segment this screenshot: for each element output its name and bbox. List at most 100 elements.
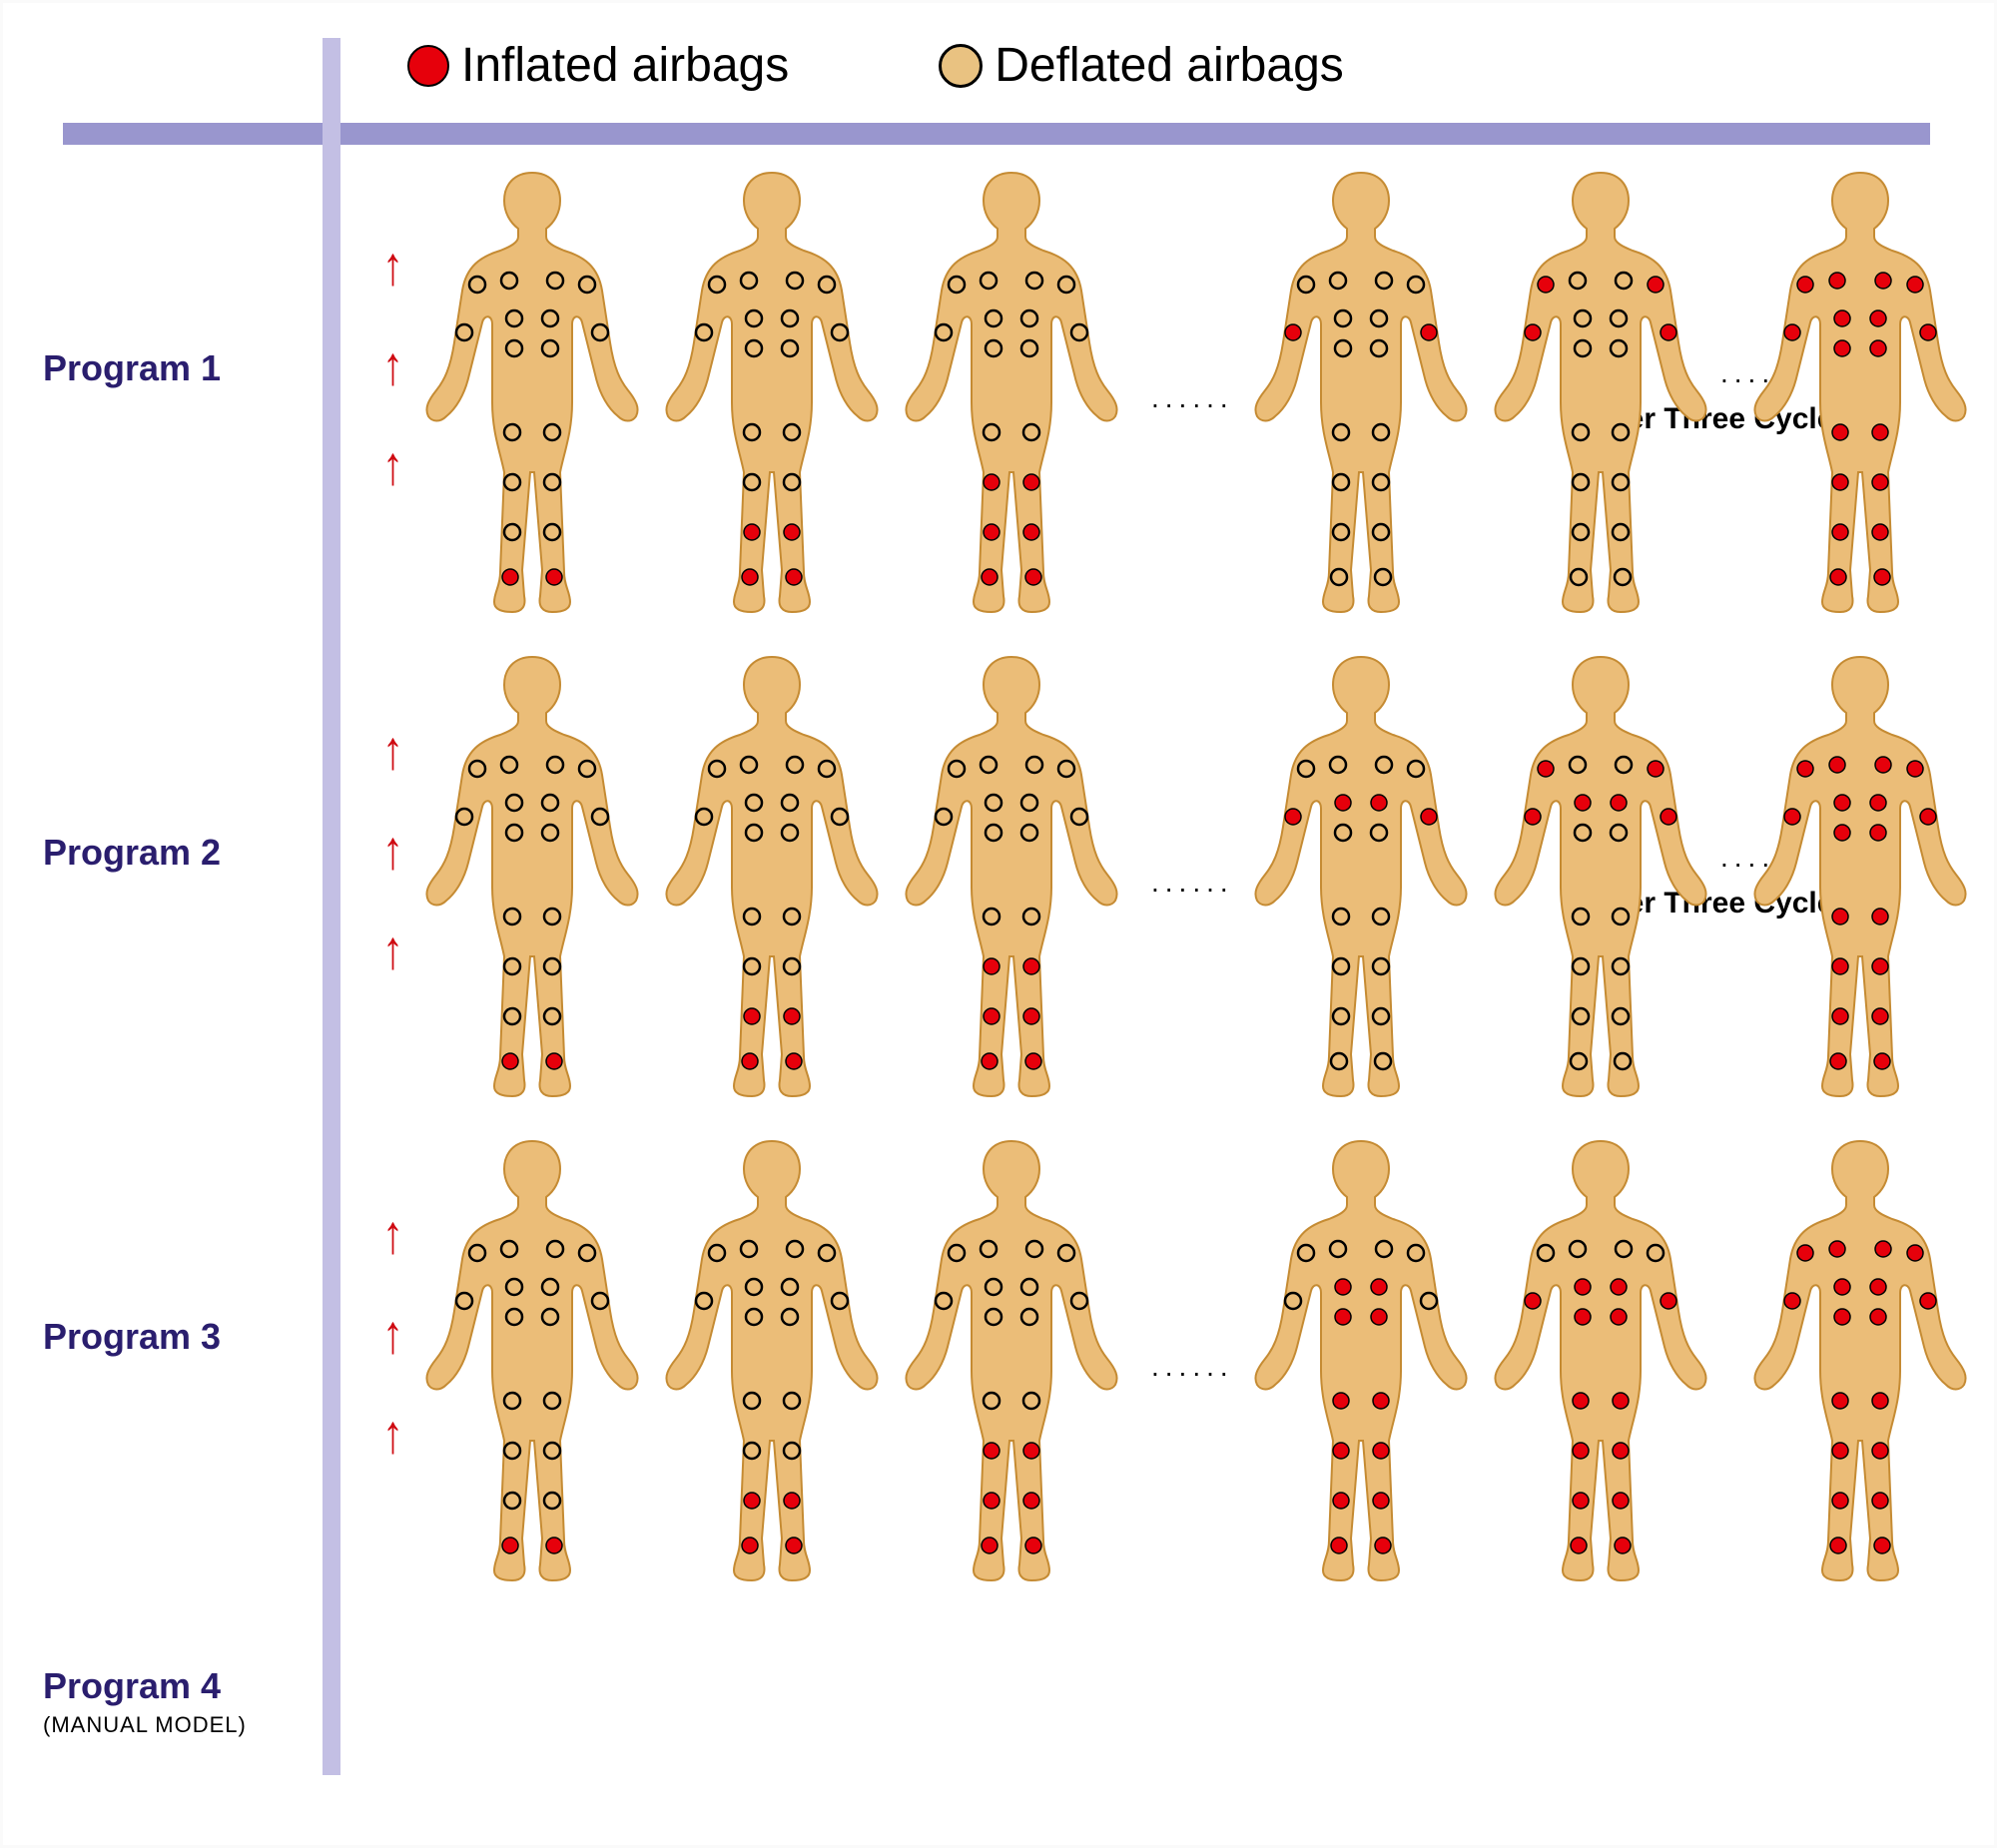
airbag-inflated-icon <box>546 1538 562 1553</box>
body-figure <box>902 657 1121 1096</box>
airbag-inflated-icon <box>1797 761 1813 777</box>
body-figure <box>1750 657 1970 1096</box>
airbag-inflated-icon <box>1830 1053 1846 1069</box>
airbag-inflated-icon <box>1648 277 1664 293</box>
airbag-inflated-icon <box>1575 1309 1591 1325</box>
airbag-inflated-icon <box>1573 1493 1589 1509</box>
airbag-inflated-icon <box>1832 524 1848 540</box>
legend-deflated-label: Deflated airbags <box>995 38 1344 93</box>
airbag-inflated-icon <box>1797 1245 1813 1261</box>
airbag-inflated-icon <box>1661 809 1676 825</box>
program-label: Program 2 <box>43 832 221 874</box>
airbag-inflated-icon <box>1025 1538 1041 1553</box>
airbag-inflated-icon <box>1335 795 1351 811</box>
airbag-inflated-icon <box>1375 1538 1391 1553</box>
ellipsis-label: ...... <box>1151 382 1234 414</box>
airbag-inflated-icon <box>1875 1241 1891 1257</box>
airbag-inflated-icon <box>1832 958 1848 974</box>
airbag-inflated-icon <box>1829 1241 1845 1257</box>
airbag-inflated-icon <box>1834 340 1850 356</box>
airbag-inflated-icon <box>1907 1245 1923 1261</box>
up-arrow-icon: ↑ <box>382 720 403 782</box>
program-label: Program 1 <box>43 347 221 389</box>
airbag-inflated-icon <box>1832 474 1848 490</box>
airbag-inflated-icon <box>1525 324 1541 340</box>
airbag-inflated-icon <box>1333 1393 1349 1409</box>
airbag-inflated-icon <box>1870 1309 1886 1325</box>
legend-inflated-label: Inflated airbags <box>461 38 789 93</box>
airbag-inflated-icon <box>1829 273 1845 289</box>
airbag-inflated-icon <box>742 569 758 585</box>
airbag-inflated-icon <box>1872 1493 1888 1509</box>
airbag-inflated-icon <box>1371 1279 1387 1295</box>
airbag-inflated-icon <box>1648 761 1664 777</box>
airbag-inflated-icon <box>1331 1538 1347 1553</box>
airbag-inflated-icon <box>982 569 998 585</box>
airbag-inflated-icon <box>1025 569 1041 585</box>
airbag-inflated-icon <box>1611 1309 1627 1325</box>
airbag-inflated-icon <box>744 1008 760 1024</box>
airbag-inflated-icon <box>1335 1279 1351 1295</box>
airbag-inflated-icon <box>1907 761 1923 777</box>
airbag-inflated-icon <box>984 1493 999 1509</box>
airbag-inflated-icon <box>1373 1393 1389 1409</box>
airbag-inflated-icon <box>1872 958 1888 974</box>
body-figure <box>662 657 882 1096</box>
airbag-inflated-icon <box>1870 825 1886 841</box>
airbag-inflated-icon <box>1874 1538 1890 1553</box>
airbag-inflated-icon <box>1023 524 1039 540</box>
divider-horizontal <box>63 123 1930 145</box>
airbag-inflated-icon <box>546 569 562 585</box>
airbag-inflated-icon <box>1920 809 1936 825</box>
airbag-inflated-icon <box>1371 795 1387 811</box>
airbag-inflated-icon <box>742 1053 758 1069</box>
airbag-inflated-icon <box>1613 1393 1629 1409</box>
up-arrow-icon: ↑ <box>382 435 403 497</box>
airbag-inflated-icon <box>1538 761 1554 777</box>
airbag-inflated-icon <box>1832 424 1848 440</box>
airbag-inflated-icon <box>1421 809 1437 825</box>
airbag-inflated-icon <box>1832 1393 1848 1409</box>
airbag-inflated-icon <box>1613 1443 1629 1459</box>
airbag-inflated-icon <box>502 569 518 585</box>
airbag-inflated-icon <box>1874 1053 1890 1069</box>
airbag-inflated-icon <box>784 524 800 540</box>
airbag-inflated-icon <box>1023 1493 1039 1509</box>
airbag-inflated-icon <box>1920 1293 1936 1309</box>
airbag-inflated-icon <box>502 1538 518 1553</box>
airbag-inflated-icon <box>1870 310 1886 326</box>
airbag-inflated-icon <box>1571 1538 1587 1553</box>
airbag-inflated-icon <box>744 1493 760 1509</box>
airbag-inflated-icon <box>1834 795 1850 811</box>
airbag-inflated-icon <box>1870 795 1886 811</box>
airbag-inflated-icon <box>786 569 802 585</box>
airbag-inflated-icon <box>1875 757 1891 773</box>
airbag-inflated-icon <box>1830 569 1846 585</box>
airbag-inflated-icon <box>742 1538 758 1553</box>
airbag-inflated-icon <box>1832 1493 1848 1509</box>
airbag-inflated-icon <box>1874 569 1890 585</box>
body-figure <box>1251 173 1471 612</box>
airbag-inflated-icon <box>1832 1443 1848 1459</box>
airbag-inflated-icon <box>1870 1279 1886 1295</box>
ellipsis-label: ...... <box>1151 867 1234 899</box>
legend-inflated: Inflated airbags <box>407 38 789 93</box>
inflated-swatch-icon <box>407 45 449 87</box>
airbag-inflated-icon <box>1872 424 1888 440</box>
airbag-inflated-icon <box>1829 757 1845 773</box>
airbag-inflated-icon <box>1575 795 1591 811</box>
airbag-inflated-icon <box>1285 809 1301 825</box>
airbag-inflated-icon <box>1872 1443 1888 1459</box>
airbag-inflated-icon <box>1023 474 1039 490</box>
airbag-inflated-icon <box>1872 524 1888 540</box>
airbag-inflated-icon <box>1870 340 1886 356</box>
body-figure <box>1251 657 1471 1096</box>
airbag-inflated-icon <box>1907 277 1923 293</box>
airbag-inflated-icon <box>1920 324 1936 340</box>
airbag-inflated-icon <box>984 958 999 974</box>
airbag-inflated-icon <box>1797 277 1813 293</box>
airbag-inflated-icon <box>1023 958 1039 974</box>
airbag-inflated-icon <box>1373 1493 1389 1509</box>
airbag-inflated-icon <box>1832 1008 1848 1024</box>
airbag-inflated-icon <box>1421 324 1437 340</box>
